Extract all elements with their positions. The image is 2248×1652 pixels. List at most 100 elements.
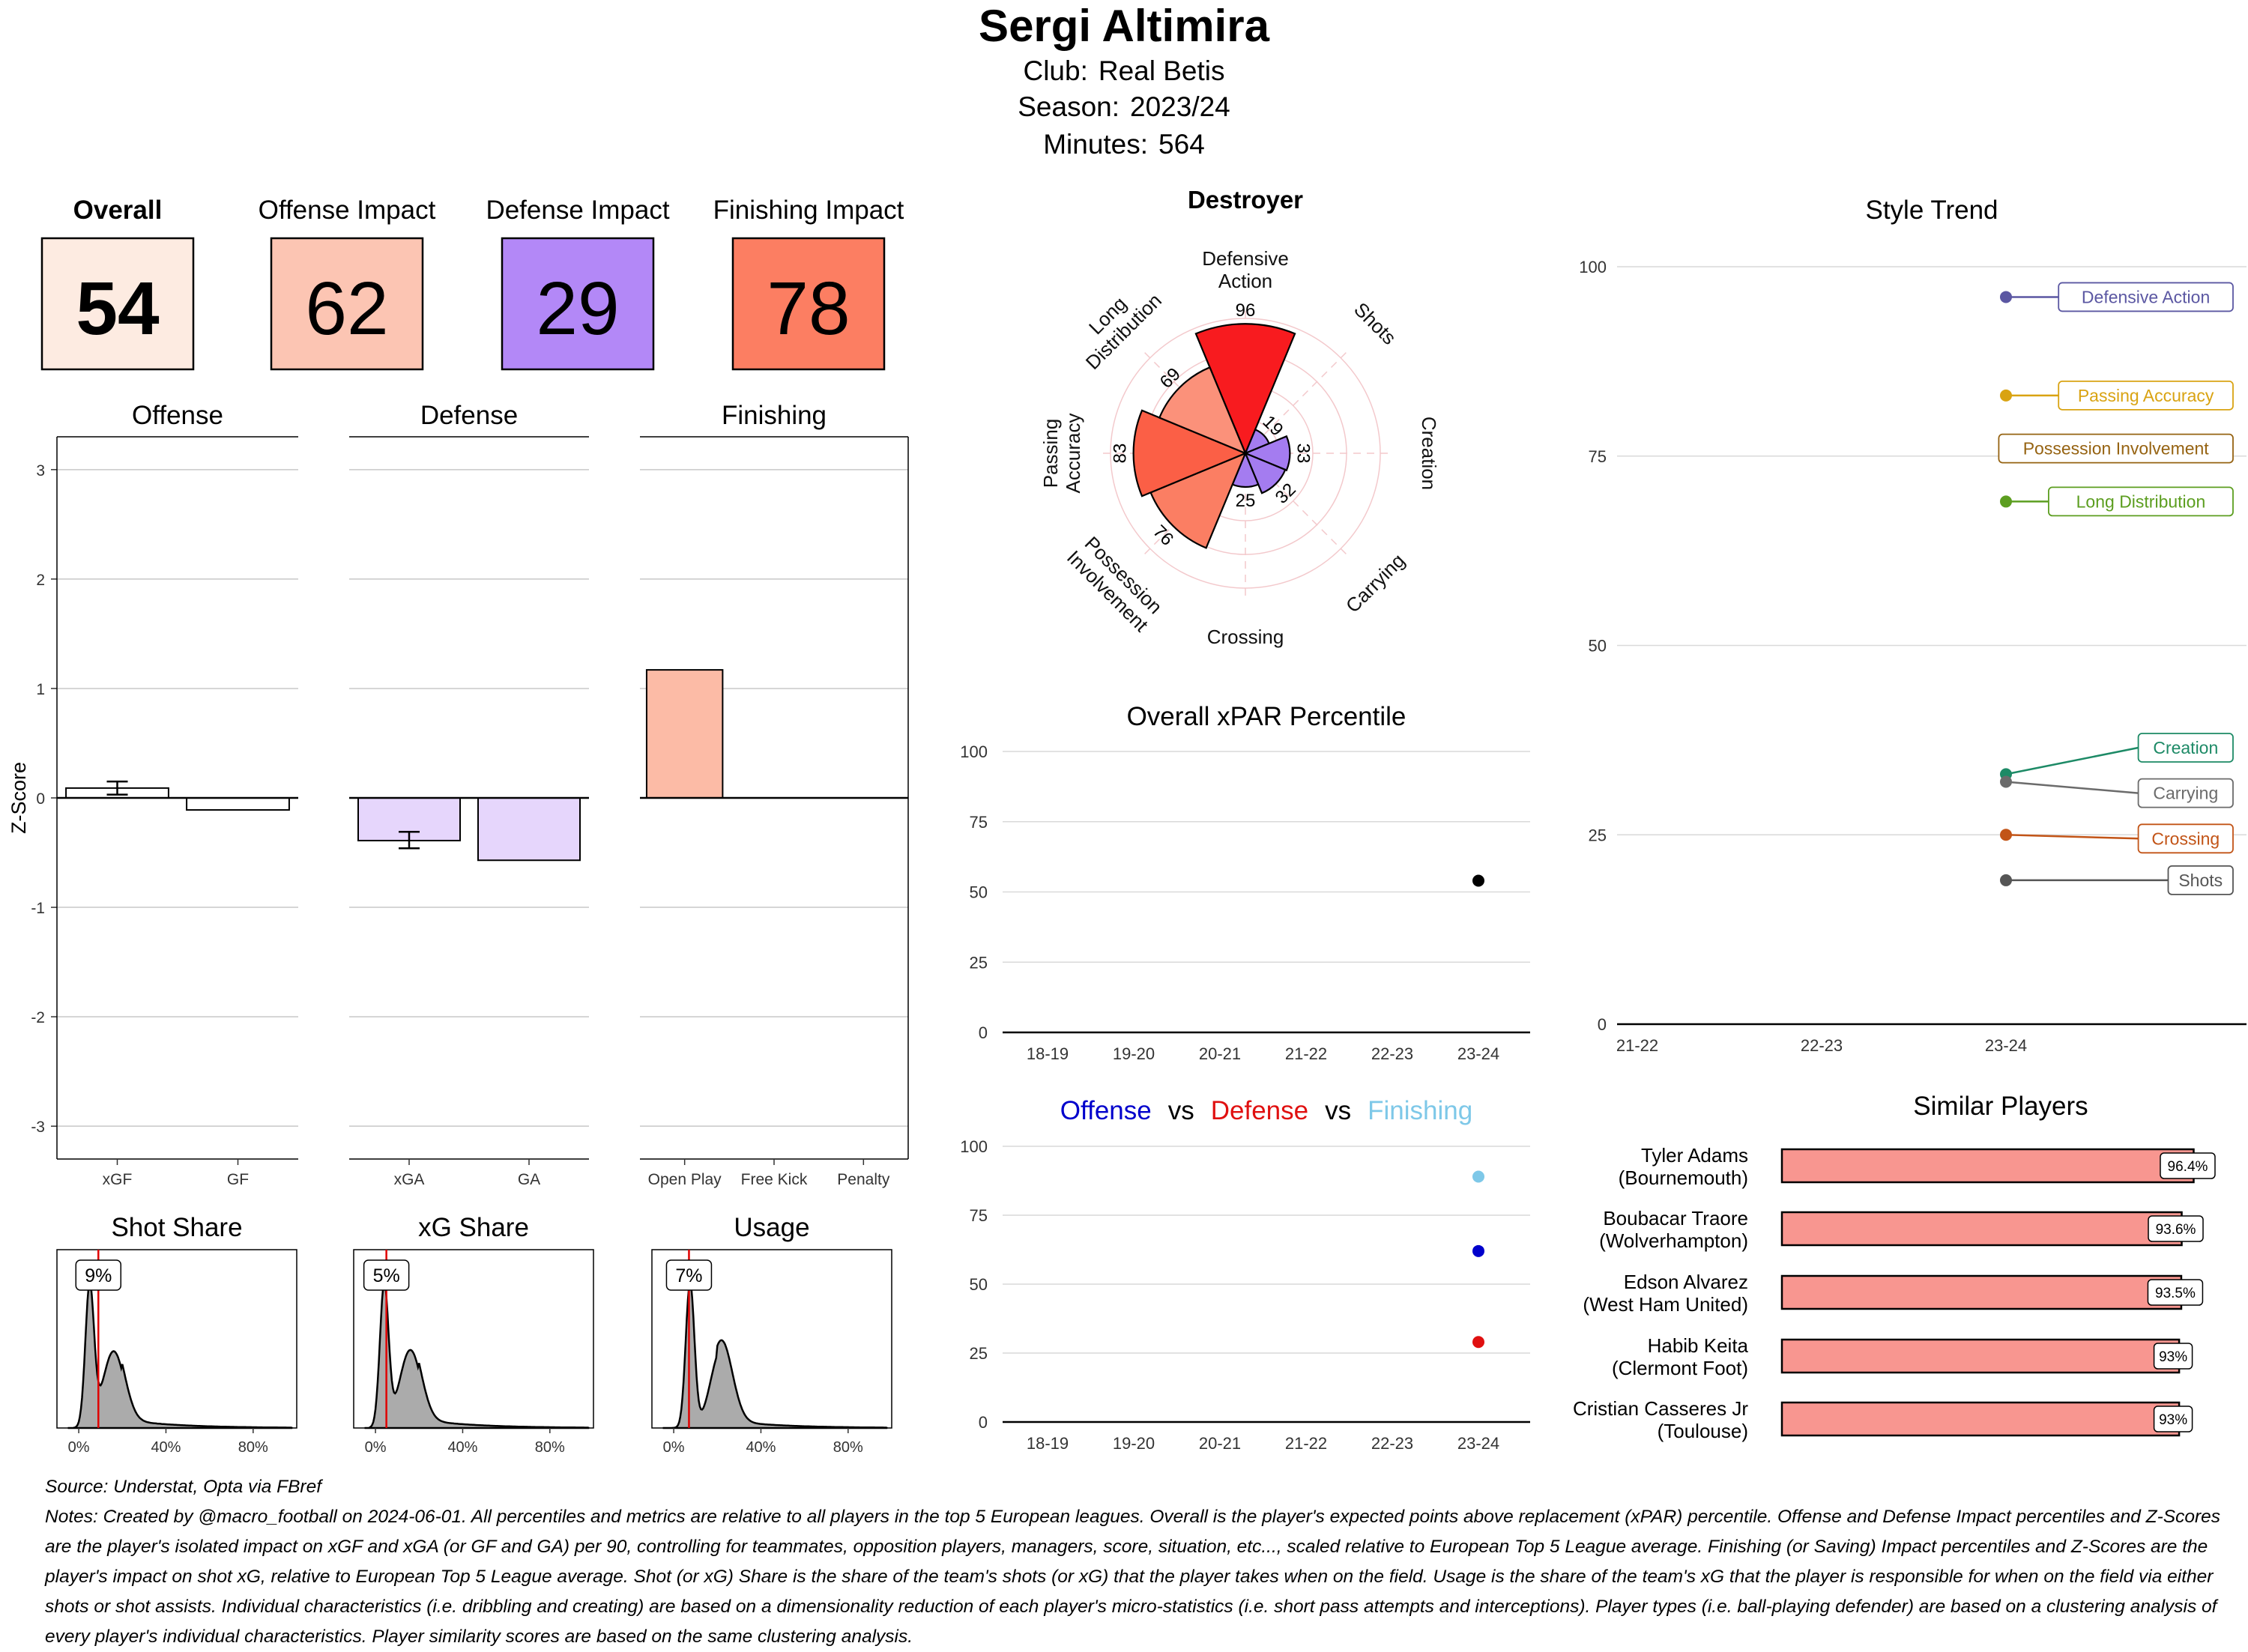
- zscore-bar-chart: Z-Score 3 2 1 0 -1 -2 -3 Offense xGF GF Defense xGA G…: [7, 401, 909, 1188]
- series-label-box: [2058, 282, 2234, 312]
- y-tick-label: 50: [970, 883, 988, 902]
- y-tick-label: 50: [970, 1275, 988, 1294]
- minutes-label: Minutes:: [1043, 129, 1148, 160]
- bar: [186, 797, 290, 811]
- y-tick-label: 25: [1589, 826, 1607, 844]
- panel-title: Usage: [734, 1213, 809, 1242]
- similarity-label: 93.5%: [2155, 1286, 2196, 1301]
- x-tick-label: 80%: [833, 1439, 863, 1456]
- polar-bar: [1149, 451, 1248, 549]
- density-panel: xG Share 5% 0% 40% 80%: [353, 1213, 594, 1456]
- similarity-bar: [1780, 1274, 2183, 1310]
- bar: [477, 797, 581, 862]
- x-tick-label: 19-20: [1113, 1434, 1155, 1453]
- y-tick-label: 1: [36, 681, 45, 698]
- polar-category-word: Shots: [1350, 298, 1401, 349]
- similarity-label: 96.4%: [2168, 1159, 2208, 1175]
- x-tick-label: 0%: [663, 1439, 685, 1456]
- panel-title: xG Share: [418, 1213, 529, 1242]
- similarity-label-box: [2148, 1215, 2204, 1242]
- marker-label: 9%: [85, 1265, 112, 1286]
- series-label-box: [2047, 486, 2234, 517]
- polar-category-word: Carrying: [1341, 549, 1409, 617]
- similarity-bar: [1780, 1211, 2183, 1247]
- polar-category-label: Creation: [1418, 417, 1440, 490]
- player-club: (Clermont Foot): [1612, 1357, 1748, 1379]
- y-tick-label: 2: [36, 572, 45, 589]
- marker-label-box: [75, 1259, 122, 1291]
- series-point: [2000, 874, 2012, 886]
- minutes-value: 564: [1158, 129, 1205, 160]
- title-part: Defense: [1211, 1096, 1308, 1125]
- player-name: Boubacar Traore: [1603, 1207, 1748, 1229]
- series-label: Passing Accuracy: [2078, 386, 2214, 405]
- polar-category-word: Accuracy: [1062, 414, 1084, 494]
- polar-category-label: PossessionInvolvement: [1063, 530, 1169, 636]
- x-tick-label: Open Play: [648, 1171, 722, 1188]
- panel-title: Finishing: [722, 401, 827, 430]
- polar-bar: [1243, 451, 1287, 494]
- x-tick-label: 0%: [68, 1439, 90, 1456]
- x-tick-label: xGF: [103, 1171, 133, 1188]
- y-tick-label: 25: [970, 953, 988, 972]
- x-tick-label: 22-23: [1801, 1036, 1843, 1055]
- series-label-box: [2058, 380, 2234, 411]
- chart-title: Similar Players: [1913, 1092, 2088, 1121]
- x-tick-label: GA: [518, 1171, 540, 1188]
- xpar-percentile-chart: Overall xPAR Percentile 0 25 50 75 100 18-19 19…: [960, 702, 1530, 1063]
- x-tick-label: 20-21: [1199, 1044, 1241, 1063]
- y-tick-label: 0: [36, 790, 45, 808]
- player-name: Habib Keita: [1648, 1334, 1749, 1357]
- header: Sergi Altimira Club: Real Betis Season: 20…: [979, 1, 1270, 160]
- marker-label-box: [363, 1259, 410, 1291]
- season-value: 2023/24: [1130, 91, 1230, 122]
- similarity-bar: [1780, 1401, 2181, 1437]
- series-label-box: [2137, 823, 2234, 854]
- polar-bar: [1194, 323, 1296, 456]
- x-tick-label: 18-19: [1027, 1044, 1069, 1063]
- impact-value: 78: [767, 267, 850, 351]
- similarity-bar: [1780, 1148, 2195, 1184]
- series-label: Possession Involvement: [2023, 439, 2210, 459]
- series-point: [2000, 495, 2012, 508]
- x-tick-label: GF: [227, 1171, 249, 1188]
- series-label: Crossing: [2151, 829, 2220, 848]
- data-point: [1472, 1244, 1484, 1257]
- data-point: [1472, 874, 1484, 887]
- impact-label: Overall: [73, 196, 163, 225]
- series-label-box: [1998, 433, 2234, 464]
- similar-players-chart: Similar Players Tyler Adams(Bournemouth) 9…: [1573, 1092, 2216, 1442]
- title-part: vs: [1325, 1096, 1351, 1125]
- x-tick-label: Penalty: [837, 1171, 890, 1188]
- x-tick-label: 80%: [238, 1439, 268, 1456]
- density-panel: Shot Share 9% 0% 40% 80%: [56, 1213, 297, 1456]
- player-club: (West Ham United): [1583, 1293, 1748, 1316]
- polar-category-label: Carrying: [1341, 549, 1409, 617]
- x-tick-label: 40%: [151, 1439, 181, 1456]
- chart-title: Overall xPAR Percentile: [1127, 702, 1406, 731]
- title-part: vs: [1168, 1096, 1194, 1125]
- similarity-bar: [1780, 1338, 2181, 1374]
- polar-category-word: Action: [1218, 270, 1272, 292]
- zscore-panel-finishing: Finishing Open Play Free Kick Penalty: [640, 401, 909, 1188]
- panel-title: Shot Share: [111, 1213, 242, 1242]
- density-panel: Usage 7% 0% 40% 80%: [651, 1213, 892, 1456]
- player-name: Tyler Adams: [1641, 1144, 1748, 1167]
- player-name: Sergi Altimira: [979, 1, 1270, 51]
- panel-title: Offense: [132, 401, 223, 430]
- y-tick-label: 75: [970, 1206, 988, 1225]
- minutes-line: Minutes: 564: [1043, 129, 1205, 160]
- x-tick-label: 40%: [746, 1439, 776, 1456]
- radial-grid-spoke: [1245, 453, 1349, 557]
- offense-defense-finishing-chart: Offense vs Defense vs Finishing 0 25 50 75 100 18-…: [960, 1096, 1530, 1453]
- data-point: [1472, 1336, 1484, 1349]
- polar-category-label: Defensive Action: [1202, 247, 1289, 292]
- y-tick-label: -2: [31, 1009, 45, 1026]
- title-part: Offense: [1060, 1096, 1152, 1125]
- polar-category-word: Passing: [1039, 419, 1062, 488]
- y-tick-label: 0: [1598, 1015, 1607, 1034]
- density-area: [67, 1278, 293, 1429]
- y-tick-label: 3: [36, 462, 45, 479]
